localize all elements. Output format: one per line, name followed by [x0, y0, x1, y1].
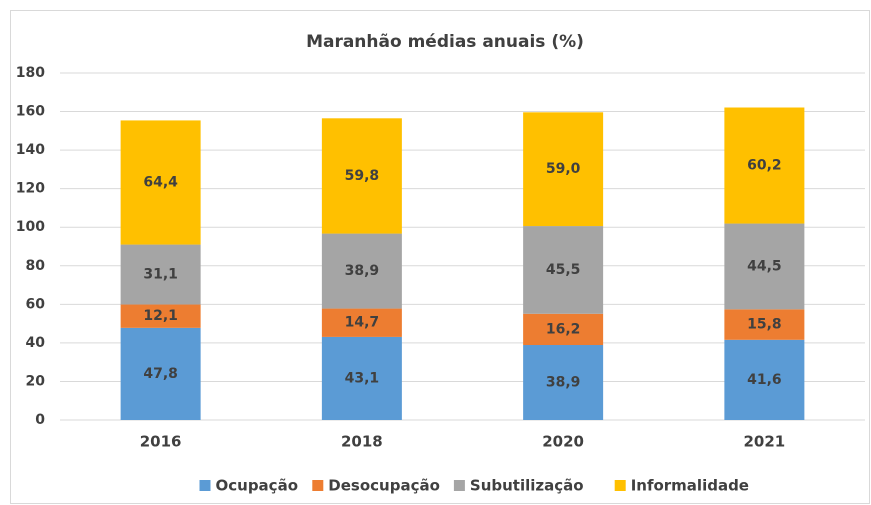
value-label: 45,5 [546, 262, 581, 278]
bar-segment [724, 223, 805, 310]
legend-swatch [453, 480, 465, 491]
value-label: 31,1 [143, 267, 178, 283]
y-tick-label: 60 [26, 296, 46, 312]
y-tick-label: 80 [26, 258, 46, 274]
bar-segment [321, 233, 402, 309]
bar-segment [724, 309, 805, 340]
chart-title: Maranhão médias anuais (%) [306, 32, 584, 52]
x-tick-label: 2018 [341, 433, 383, 451]
bar-segment [523, 313, 604, 346]
legend-swatch [199, 480, 211, 491]
value-label: 16,2 [546, 321, 581, 337]
value-label: 47,8 [143, 366, 178, 382]
bar-segment [120, 327, 201, 420]
value-label: 44,5 [747, 258, 782, 274]
y-tick-label: 0 [35, 412, 45, 428]
legend-label: Desocupação [328, 477, 440, 495]
x-tick-label: 2016 [140, 433, 182, 451]
legend-swatch [614, 480, 626, 491]
value-label: 41,6 [747, 372, 782, 388]
value-label: 14,7 [345, 315, 380, 331]
value-label: 15,8 [747, 317, 782, 333]
bar-segment [321, 336, 402, 420]
value-label: 59,8 [345, 168, 380, 184]
y-tick-label: 160 [16, 104, 45, 120]
bar-segment [120, 120, 201, 245]
value-label: 60,2 [747, 158, 782, 174]
bar-segment [120, 304, 201, 328]
y-tick-label: 100 [16, 219, 45, 235]
y-tick-label: 20 [26, 373, 46, 389]
value-label: 64,4 [143, 174, 178, 190]
legend-label: Subutilização [470, 477, 584, 495]
bar-segment [724, 107, 805, 224]
legend-label: Informalidade [631, 477, 749, 495]
legend-label: Ocupação [216, 477, 299, 495]
x-tick-label: 2021 [744, 433, 786, 451]
value-label: 38,9 [546, 375, 581, 391]
y-tick-label: 140 [16, 142, 45, 158]
bar-segment [321, 308, 402, 337]
bar-segment [321, 118, 402, 234]
legend-swatch [312, 480, 324, 491]
y-tick-label: 120 [16, 181, 45, 197]
x-tick-label: 2020 [542, 433, 584, 451]
bar-segment [523, 226, 604, 314]
value-label: 43,1 [345, 370, 380, 386]
bar-segment [724, 339, 805, 420]
bar-segment [523, 112, 604, 227]
value-label: 59,0 [546, 161, 581, 177]
y-tick-label: 40 [26, 335, 46, 351]
bar-segment [120, 244, 201, 305]
value-label: 38,9 [345, 263, 380, 279]
bar-segment [523, 345, 604, 420]
y-tick-label: 180 [16, 65, 45, 81]
value-label: 12,1 [143, 308, 178, 324]
